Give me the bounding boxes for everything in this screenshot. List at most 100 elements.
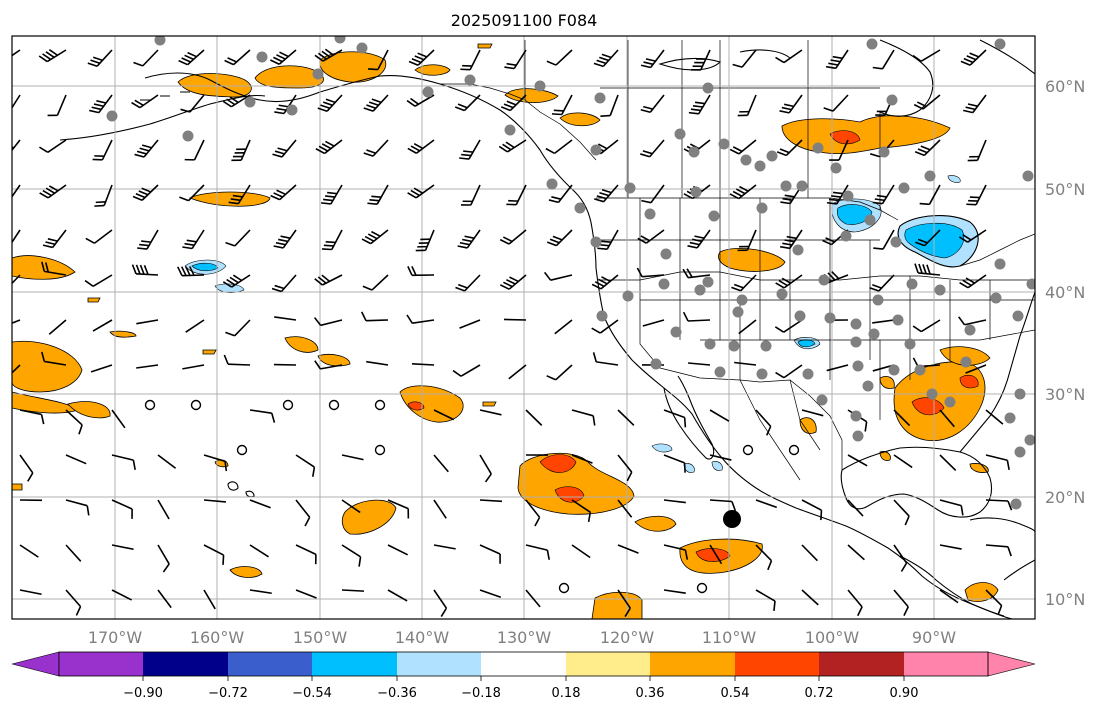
wind-barb [893, 454, 913, 469]
colorbar-tick-labels: −0.90 −0.72 −0.54 −0.36 −0.18 0.18 0.36 … [123, 686, 918, 701]
lon-label-150w: 150°W [293, 628, 348, 647]
wind-barb [775, 49, 803, 64]
wind-barb [847, 589, 863, 617]
lon-label-170w: 170°W [88, 628, 143, 647]
calm-wind-circles [144, 399, 800, 594]
latitude-labels: 60°N 50°N 40°N 30°N 20°N 10°N [1045, 77, 1085, 609]
station-dot [850, 336, 862, 348]
wind-barb [408, 49, 435, 66]
colorbar-segment [481, 652, 566, 676]
wind-barb [919, 184, 941, 206]
map-frame [11, 35, 1036, 620]
wind-barb [407, 184, 435, 199]
wind-barb [433, 454, 449, 473]
station-dot [760, 340, 772, 352]
wind-barb [958, 229, 987, 243]
wind-barb [571, 454, 593, 464]
station-dot [904, 338, 916, 350]
wind-barb [41, 261, 67, 276]
station-dot [714, 366, 726, 378]
wind-barb [985, 454, 1010, 471]
station-dot [994, 38, 1006, 50]
station-dot [1004, 412, 1016, 424]
wind-barb [231, 139, 251, 162]
colorbar-ticks [142, 676, 905, 681]
calm-circle [236, 444, 248, 456]
wind-barb [959, 274, 987, 289]
station-dot [182, 130, 194, 142]
wind-barb [411, 363, 435, 366]
station-dot [596, 310, 608, 322]
wind-barb [525, 409, 543, 426]
colorbar-segment [819, 652, 904, 676]
wind-barb [368, 49, 389, 71]
station-dot [464, 74, 476, 86]
wind-barb [133, 49, 159, 67]
wind-barb [591, 274, 619, 290]
wind-barb [177, 266, 205, 277]
station-dot [766, 150, 778, 162]
wind-barb [755, 499, 778, 509]
wind-barb [594, 184, 619, 203]
wind-barb [663, 409, 687, 428]
wind-barb [272, 139, 297, 158]
wind-barb [360, 311, 389, 322]
wind-barb [775, 274, 803, 289]
wind-barb [182, 364, 205, 370]
wind-barb [222, 94, 251, 108]
station-dot [830, 162, 842, 174]
calm-circle [558, 582, 570, 594]
lat-label-10: 10°N [1045, 590, 1085, 609]
colorbar-segment [904, 652, 988, 676]
wind-barb [42, 229, 67, 249]
wind-barb [985, 499, 1013, 511]
wind-barb [314, 360, 343, 370]
wind-barb [274, 316, 297, 321]
station-dot [892, 314, 904, 326]
calm-circle [788, 444, 800, 456]
wind-barb [459, 139, 481, 160]
station-dot [1026, 278, 1035, 290]
wind-barb [136, 319, 159, 325]
wind-barb [65, 454, 87, 465]
wind-barb [295, 589, 317, 599]
wind-barb [295, 499, 311, 527]
station-dot [850, 410, 862, 422]
wind-barb [92, 319, 113, 332]
wind-barb [801, 544, 818, 562]
wind-barb [314, 48, 343, 62]
wind-barb [459, 319, 481, 329]
wind-barb [131, 94, 159, 109]
calm-circle [282, 399, 294, 411]
calm-circle [374, 444, 386, 456]
station-dot [106, 110, 118, 122]
station-dot [708, 210, 720, 222]
wind-barb [687, 229, 711, 249]
station-dot [852, 430, 864, 442]
strong-positive-anomaly-regions [407, 130, 979, 562]
wind-barb [872, 319, 895, 324]
wind-barb [87, 49, 113, 67]
wind-barb [341, 499, 361, 514]
station-dot [256, 51, 268, 63]
wind-barb [776, 139, 803, 157]
colorbar-segment [397, 652, 481, 676]
station-dot [1012, 310, 1024, 322]
wind-barb [506, 184, 527, 206]
station-dot [154, 36, 166, 46]
station-dot [840, 230, 852, 242]
wind-barb [41, 351, 67, 366]
wind-barb [19, 454, 34, 482]
wind-barb [361, 229, 389, 245]
wind-barb [755, 544, 773, 571]
wind-barb [19, 409, 45, 425]
wind-barb [65, 409, 83, 435]
wind-barb [47, 94, 67, 117]
station-dot [736, 294, 748, 306]
wind-barb [499, 274, 527, 290]
wind-barb [136, 364, 159, 369]
wind-barb [546, 364, 573, 381]
wind-barb [38, 49, 67, 63]
wind-barb [387, 589, 408, 602]
